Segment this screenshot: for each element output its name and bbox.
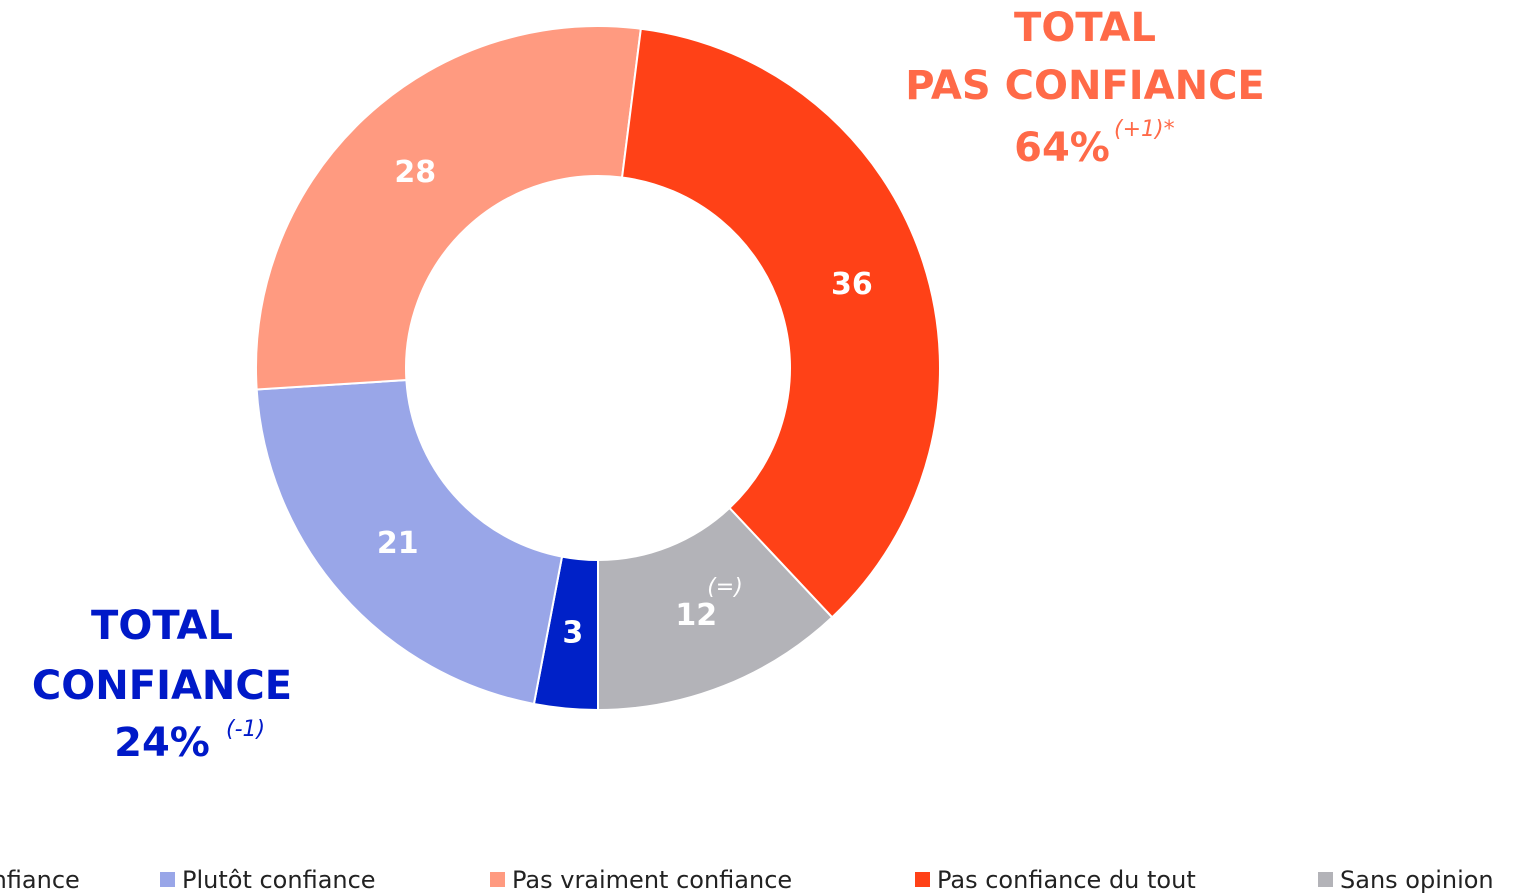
data-label: 36	[831, 267, 873, 302]
annotation: 64%	[1014, 125, 1110, 171]
annotation: TOTAL	[91, 603, 233, 649]
legend-swatch	[1318, 872, 1333, 887]
legend-swatch	[490, 872, 505, 887]
legend-label: Plutôt confiance	[182, 866, 376, 894]
annotation: (-1)	[226, 717, 265, 742]
legend-label: Sans opinion	[1340, 866, 1494, 894]
data-label: 12	[675, 598, 717, 633]
annotation: (=)	[707, 575, 743, 600]
legend-swatch	[915, 872, 930, 887]
annotation: (+1)*	[1114, 117, 1175, 142]
legend-label: Pas vraiment confiance	[512, 866, 792, 894]
data-label: 28	[394, 155, 436, 190]
annotation: 24%	[114, 720, 210, 766]
annotation: TOTAL	[1014, 5, 1156, 51]
legend-label: Tout à fait confiance	[0, 866, 80, 894]
data-label: 3	[562, 615, 583, 650]
data-label: 21	[377, 526, 419, 561]
annotation: CONFIANCE	[32, 663, 292, 709]
donut-segment	[255, 378, 564, 706]
annotation: PAS CONFIANCE	[905, 63, 1265, 109]
donut-segment	[255, 25, 642, 391]
donut-segment	[620, 27, 941, 619]
legend-label: Pas confiance du tout	[937, 866, 1196, 894]
legend-swatch	[160, 872, 175, 887]
donut-segment	[597, 506, 834, 712]
